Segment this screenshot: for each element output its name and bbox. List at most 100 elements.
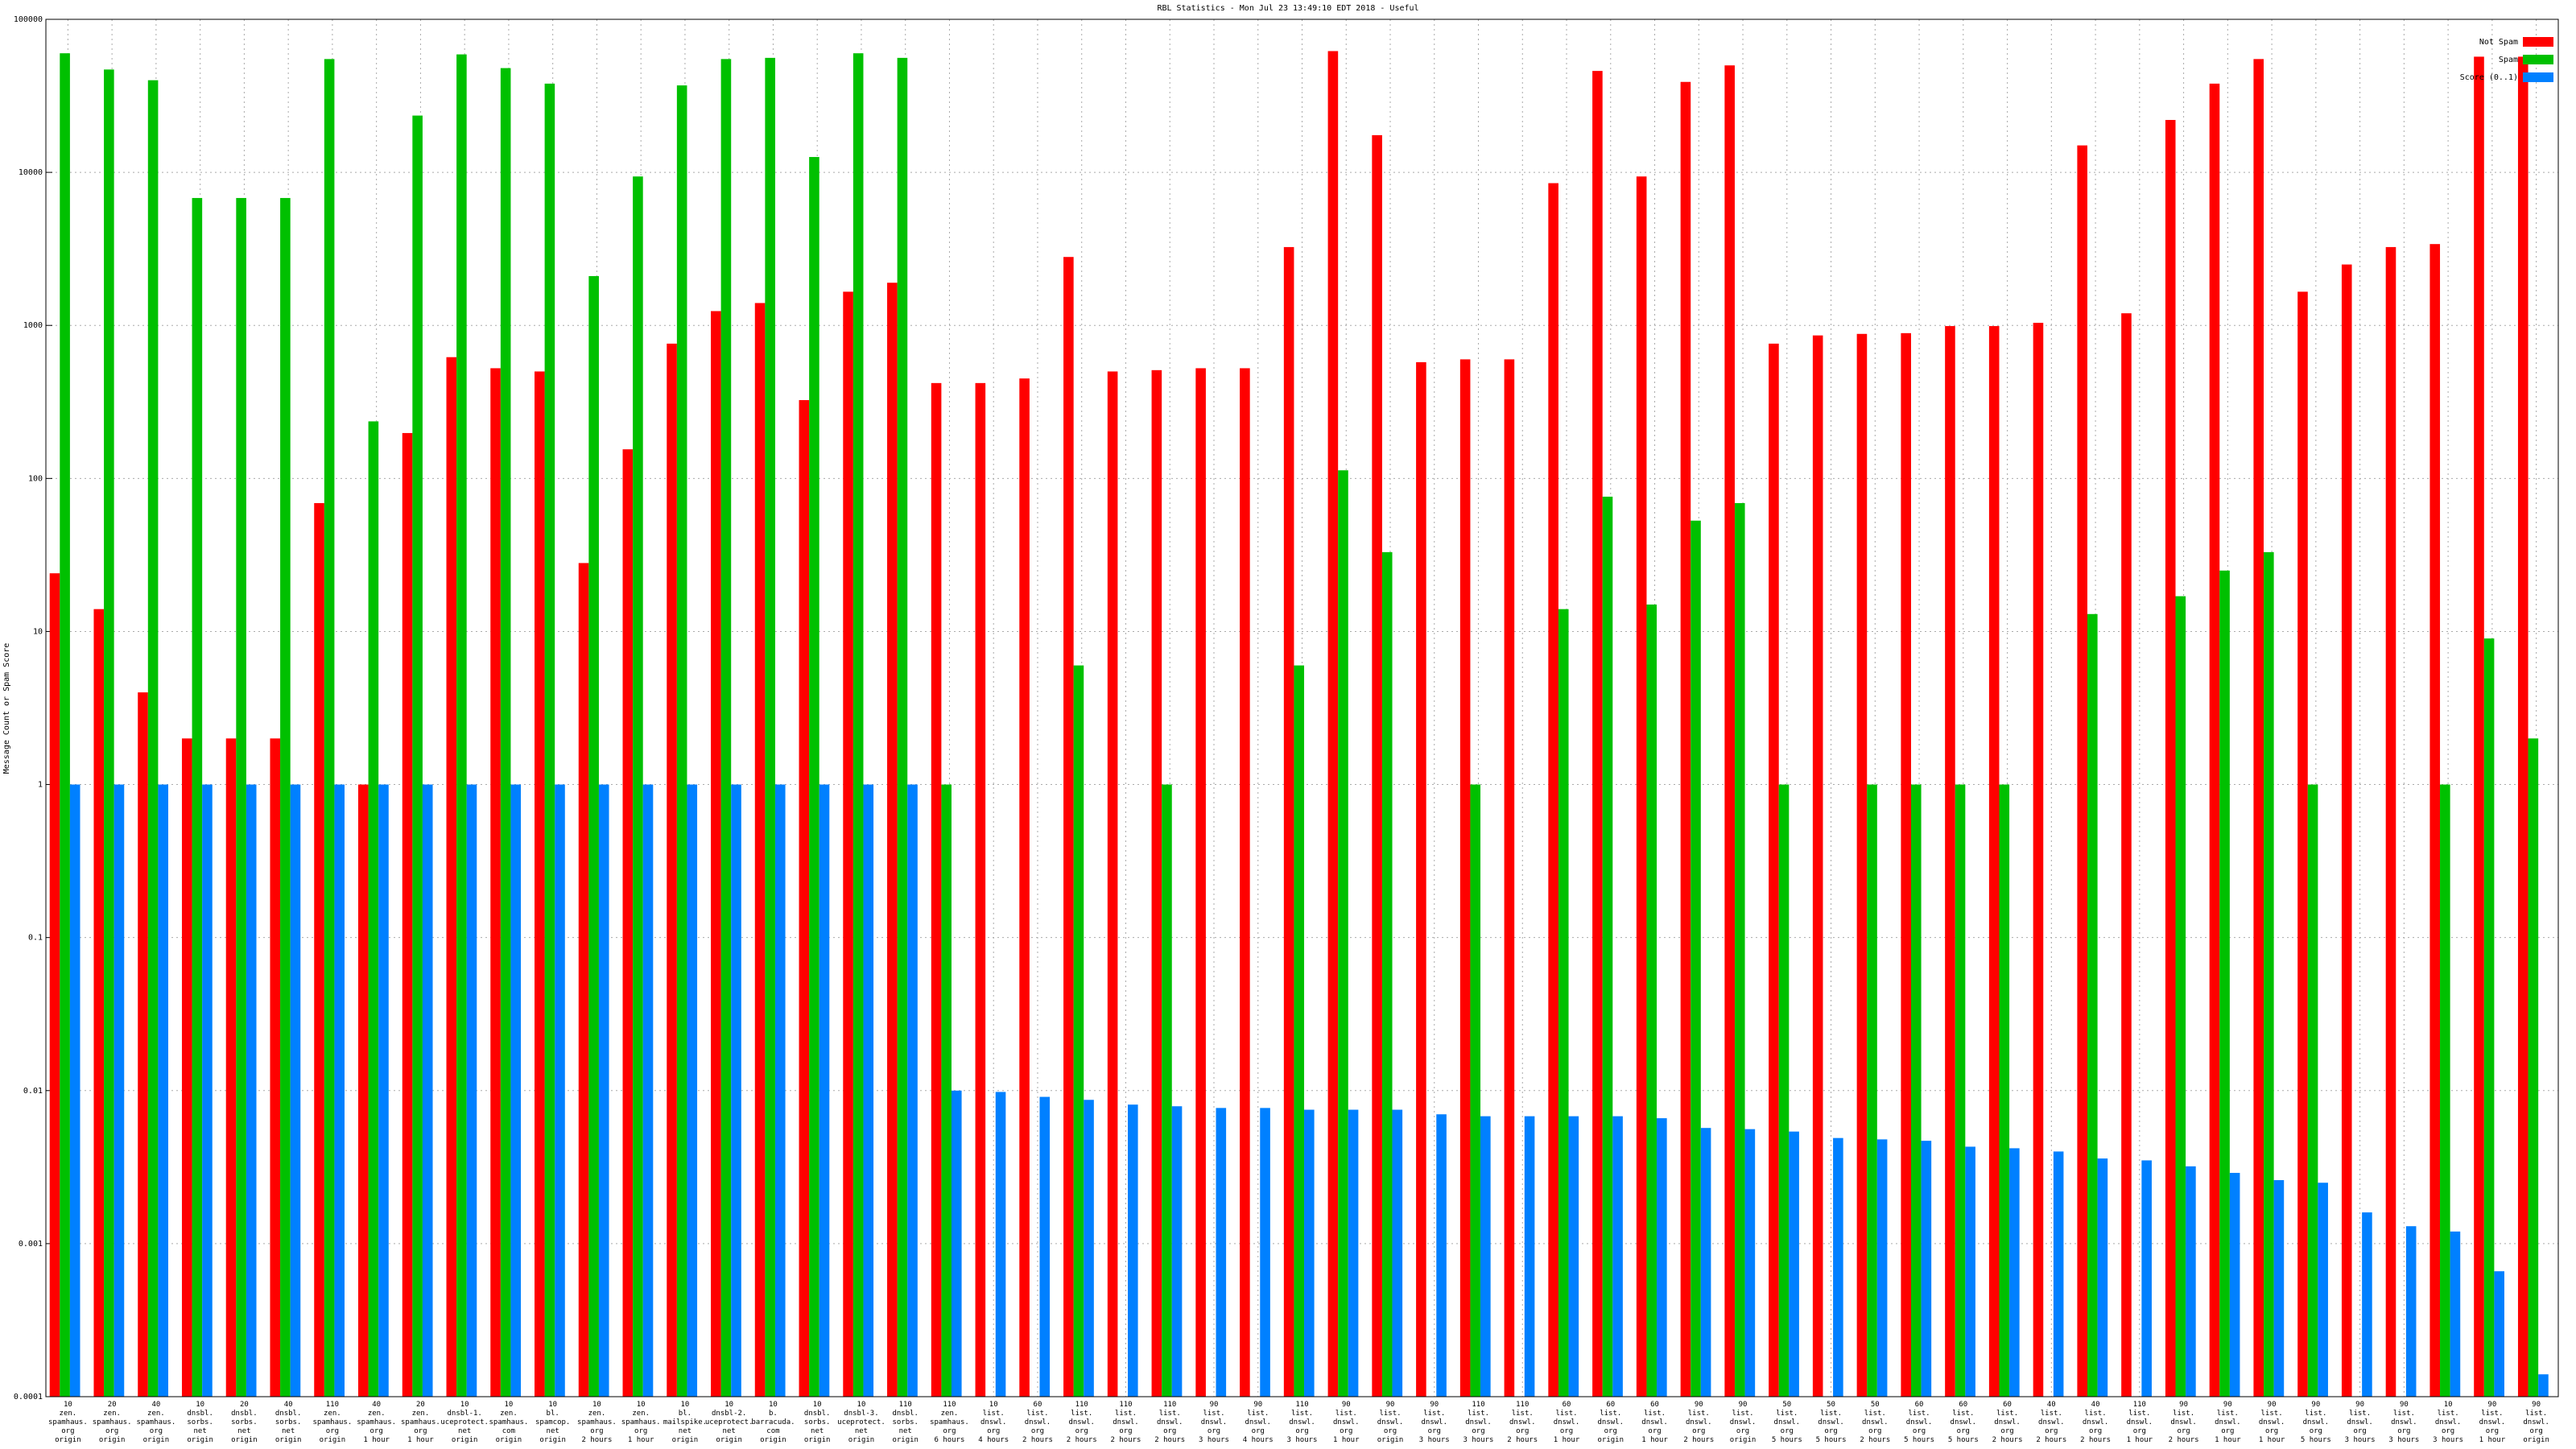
bar bbox=[446, 357, 457, 1397]
bar bbox=[1240, 368, 1250, 1397]
bar bbox=[2264, 551, 2274, 1397]
bar bbox=[941, 784, 952, 1397]
bar bbox=[1084, 1100, 1094, 1397]
bar bbox=[202, 784, 213, 1397]
x-tick-label: 20 zen. spamhaus. org origin bbox=[92, 1401, 132, 1444]
bar bbox=[1700, 1128, 1711, 1397]
x-tick-label: 10 bl. mailspike. net origin bbox=[663, 1401, 708, 1444]
bar bbox=[104, 69, 114, 1397]
bar bbox=[2087, 613, 2098, 1397]
x-tick-label: 60 list. dnswl. org 1 hour bbox=[1641, 1401, 1668, 1444]
x-tick-label: 10 zen. spamhaus. org origin bbox=[47, 1401, 88, 1444]
bar bbox=[1724, 65, 1735, 1397]
legend-swatch bbox=[2523, 37, 2553, 47]
bar bbox=[2474, 56, 2484, 1397]
bar bbox=[1568, 1116, 1579, 1397]
x-tick-label: 60 list. dnswl. org 1 hour bbox=[1553, 1401, 1580, 1444]
bar bbox=[510, 784, 522, 1397]
bar bbox=[1039, 1096, 1051, 1397]
y-tick-label: 100000 bbox=[14, 15, 43, 24]
bar bbox=[2318, 1183, 2328, 1397]
bar bbox=[731, 784, 741, 1397]
bar bbox=[995, 1092, 1006, 1397]
bar bbox=[1636, 176, 1647, 1397]
x-tick-label: 110 zen. spamhaus. org origin bbox=[312, 1401, 353, 1444]
bar bbox=[324, 59, 335, 1397]
x-tick-label: 10 dnsbl-1. uceprotect. net origin bbox=[440, 1401, 489, 1444]
bar bbox=[192, 197, 203, 1397]
bar bbox=[114, 784, 125, 1397]
x-tick-label: 50 list. dnswl. org 5 hours bbox=[1771, 1401, 1802, 1444]
y-tick-label: 10 bbox=[33, 627, 43, 636]
bar bbox=[1812, 335, 1823, 1397]
bar bbox=[1602, 496, 1613, 1397]
bar bbox=[500, 68, 511, 1397]
x-tick-label: 40 zen. spamhaus. org origin bbox=[136, 1401, 176, 1444]
bar bbox=[1470, 784, 1481, 1397]
x-tick-label: 110 list. dnswl. org 1 hour bbox=[2126, 1401, 2153, 1444]
bar bbox=[236, 197, 246, 1397]
x-tick-label: 90 list. dnswl. org 3 hours bbox=[2388, 1401, 2420, 1444]
bar bbox=[1778, 784, 1790, 1397]
bar bbox=[270, 738, 281, 1397]
bar bbox=[931, 382, 942, 1397]
x-tick-label: 110 list. dnswl. org 2 hours bbox=[1507, 1401, 1538, 1444]
x-tick-label: 90 list. dnswl. org origin bbox=[2523, 1401, 2549, 1444]
y-tick-label: 0.1 bbox=[28, 934, 43, 943]
bar bbox=[711, 311, 721, 1397]
bar bbox=[2450, 1231, 2461, 1397]
bar bbox=[2517, 56, 2529, 1397]
bar bbox=[1945, 326, 1955, 1397]
bar bbox=[368, 421, 379, 1397]
y-tick-label: 0.01 bbox=[23, 1087, 43, 1096]
bar bbox=[1260, 1108, 1270, 1397]
bar bbox=[2121, 313, 2132, 1397]
bar bbox=[951, 1090, 962, 1397]
bar bbox=[1216, 1108, 1227, 1397]
bar bbox=[60, 53, 70, 1397]
bar bbox=[535, 371, 545, 1397]
bar bbox=[1592, 71, 1603, 1397]
bar bbox=[1436, 1114, 1447, 1397]
bar bbox=[1348, 1109, 1359, 1397]
bar bbox=[290, 784, 301, 1397]
bar bbox=[280, 197, 291, 1397]
bar bbox=[314, 502, 324, 1397]
x-tick-label: 10 zen. spamhaus. org 2 hours bbox=[577, 1401, 617, 1444]
bar bbox=[412, 115, 423, 1397]
bar bbox=[1063, 257, 1074, 1397]
legend-label: Score (0..1) bbox=[2460, 73, 2518, 82]
x-tick-label: 40 dnsbl. sorbs. net origin bbox=[275, 1401, 302, 1444]
x-tick-label: 90 list. dnswl. org 3 hours bbox=[1199, 1401, 1229, 1444]
bar bbox=[1459, 359, 1471, 1397]
x-tick-label: 90 list. dnswl. org 3 hours bbox=[1418, 1401, 1450, 1444]
bar bbox=[1965, 1146, 1975, 1397]
bar bbox=[2033, 322, 2044, 1397]
x-tick-label: 90 list. dnswl. org 1 hour bbox=[2215, 1401, 2241, 1444]
bar bbox=[1162, 784, 1172, 1397]
bar bbox=[1372, 134, 1382, 1397]
bar bbox=[687, 784, 698, 1397]
bar bbox=[852, 53, 864, 1397]
bar bbox=[1283, 246, 1294, 1397]
x-tick-label: 90 list. dnswl. org 1 hour bbox=[1332, 1401, 1360, 1444]
x-tick-label: 40 zen. spamhaus. org 1 hour bbox=[357, 1401, 397, 1444]
bar bbox=[1734, 502, 1745, 1397]
bar bbox=[799, 400, 810, 1397]
x-tick-label: 10 b. barracuda. com origin bbox=[751, 1401, 795, 1444]
bar bbox=[622, 449, 634, 1397]
x-tick-label: 90 list. dnswl. org 1 hour bbox=[2258, 1401, 2285, 1444]
bar bbox=[1999, 784, 2010, 1397]
bar bbox=[1867, 784, 1877, 1397]
x-tick-label: 90 list. dnswl. org 1 hour bbox=[2479, 1401, 2506, 1444]
bar bbox=[588, 275, 599, 1397]
x-tick-label: 10 dnsbl-3. uceprotect. net origin bbox=[837, 1401, 886, 1444]
x-tick-label: 40 list. dnswl. org 2 hours bbox=[2080, 1401, 2112, 1444]
bar bbox=[2165, 120, 2176, 1397]
bar bbox=[2483, 638, 2495, 1397]
bar bbox=[1151, 369, 1162, 1397]
x-tick-label: 20 dnsbl. sorbs. net origin bbox=[231, 1401, 258, 1444]
bar bbox=[1128, 1104, 1138, 1397]
x-tick-label: 10 zen. spamhaus. com origin bbox=[489, 1401, 529, 1444]
